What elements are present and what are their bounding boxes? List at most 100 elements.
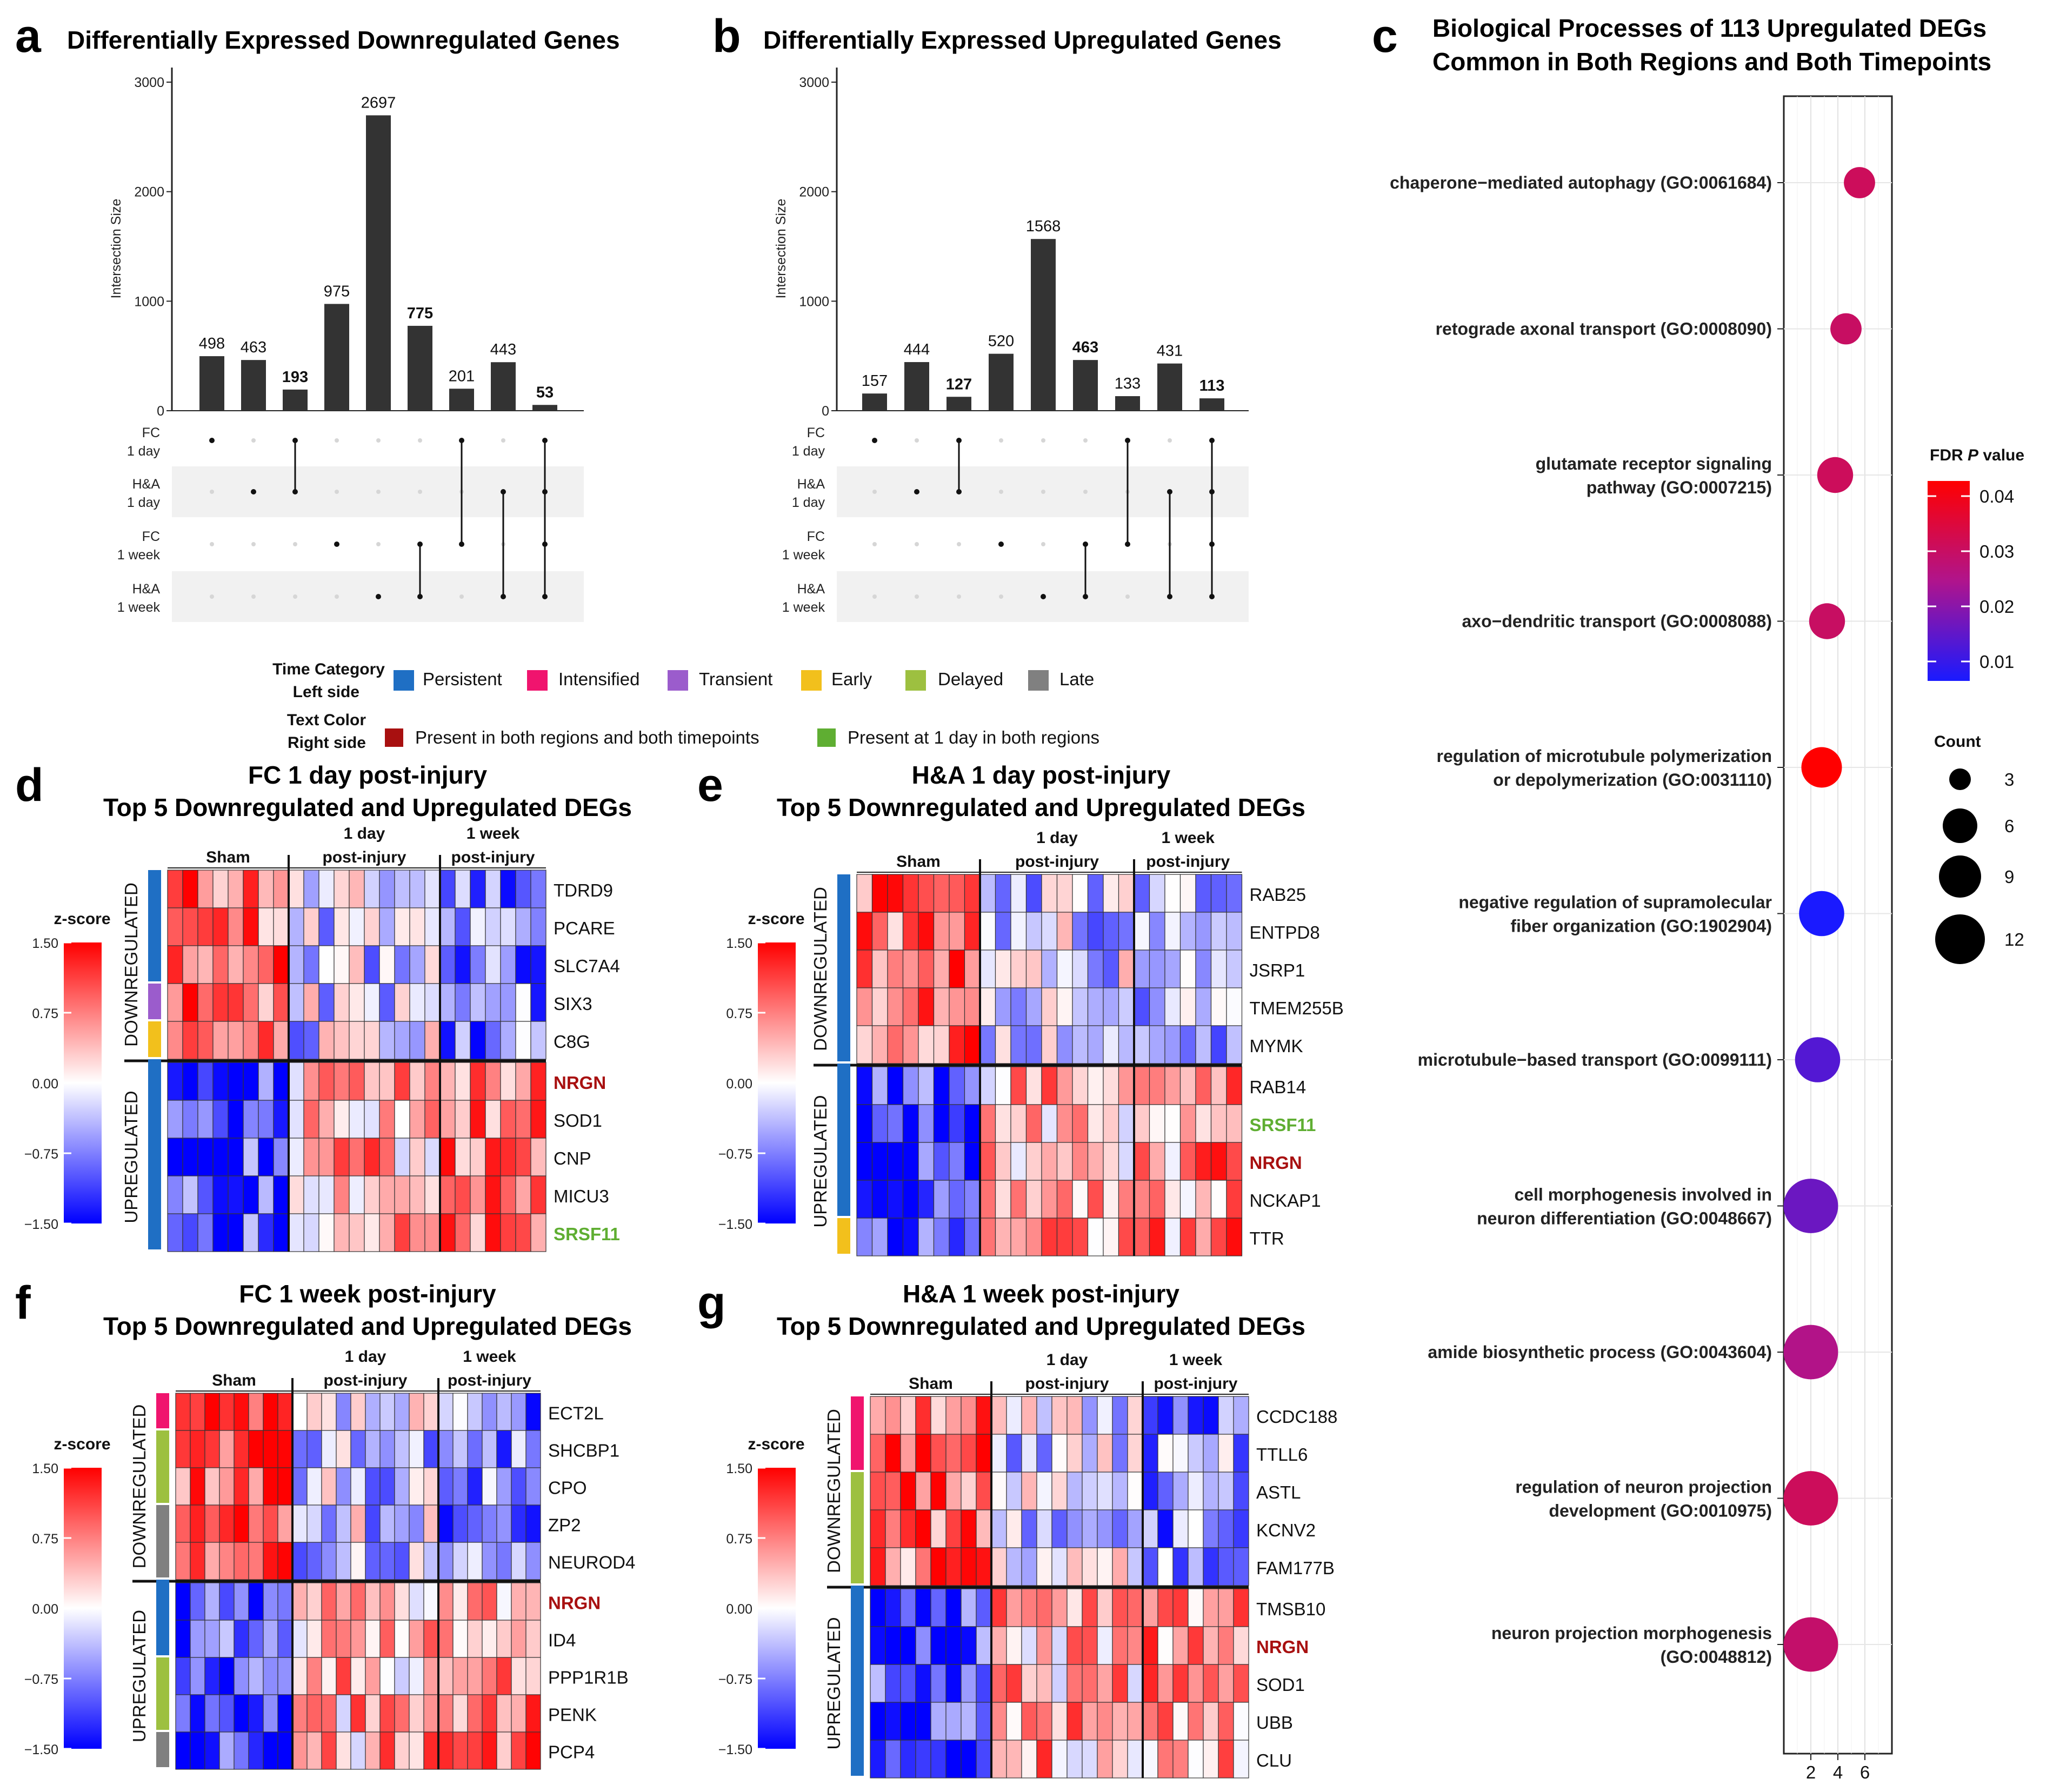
heatmap-cell [1067, 1509, 1083, 1548]
heatmap-cell [1218, 1740, 1234, 1778]
bar [491, 362, 516, 411]
heatmap-cell [525, 1467, 541, 1506]
heatmap-cell [949, 1025, 965, 1064]
heatmap-cell [292, 1694, 308, 1733]
zscore-tick: 1.50 [726, 1461, 752, 1476]
heatmap-cell [334, 1062, 350, 1101]
heatmap-cell [1226, 950, 1243, 988]
heatmap-cell [930, 1702, 946, 1741]
zscore-tick: −0.75 [24, 1147, 58, 1162]
heatmap-cell [288, 907, 304, 946]
heatmap-cell [964, 950, 981, 988]
time-category-bar [851, 1396, 864, 1470]
go-dot [1844, 167, 1875, 198]
heatmap-cell [976, 1664, 992, 1703]
matrix-dot [418, 438, 422, 443]
heatmap-cell [885, 1434, 901, 1473]
heatmap-cell [439, 945, 456, 984]
heatmap-cell [219, 1542, 235, 1580]
heatmap-cell [336, 1393, 351, 1431]
go-term-label: development (GO:0010975) [1549, 1501, 1772, 1521]
heatmap-cell [321, 1731, 337, 1770]
heatmap-cell [409, 1138, 425, 1176]
legend-text-red: Present in both regions and both timepoi… [415, 727, 759, 747]
matrix-dot [999, 594, 1003, 599]
heatmap-cell [1218, 1664, 1234, 1703]
heatmap-cell [1179, 950, 1196, 988]
heatmap-cell [258, 870, 274, 908]
heatmap-cell [1056, 874, 1073, 913]
heatmap-cell [263, 1393, 278, 1431]
zscore-tick: 0.75 [726, 1532, 752, 1547]
go-dot [1809, 603, 1845, 639]
heatmap-cell [379, 1505, 395, 1543]
heatmap-cell [991, 1509, 1007, 1548]
heatmap-cell [976, 1434, 992, 1473]
matrix-dot [334, 541, 339, 547]
time-category-bar [851, 1586, 864, 1776]
gene-label: SLC7A4 [554, 956, 620, 976]
heatmap-cell [470, 945, 486, 984]
heatmap-cell [915, 1509, 931, 1548]
heatmap-cell [1127, 1547, 1143, 1586]
heatmap-cell [885, 1509, 901, 1548]
heatmap-cell [1188, 1702, 1204, 1741]
heatmap-cell [995, 912, 1011, 951]
gene-label: NRGN [554, 1073, 606, 1093]
heatmap-cell [258, 1100, 274, 1139]
heatmap-cell [1172, 1626, 1189, 1665]
heatmap-cell [306, 1731, 322, 1770]
heatmap-cell [334, 983, 350, 1022]
heatmap-cell [1157, 1664, 1174, 1703]
heatmap-cell [182, 983, 198, 1022]
heatmap-cell [190, 1505, 205, 1543]
time-category-bar [156, 1430, 169, 1503]
heatmap-cell [871, 950, 888, 988]
bar-value-label: 498 [199, 335, 225, 352]
heatmap-cell [379, 1694, 395, 1733]
heatmap-cell [1087, 1066, 1104, 1105]
gene-label: ENTPD8 [1250, 922, 1320, 942]
heatmap-cell [1127, 1626, 1143, 1665]
time-category-bar [851, 1472, 864, 1583]
matrix-dot [335, 594, 339, 599]
heatmap-cell [394, 1467, 410, 1506]
heatmap-cell [976, 1396, 992, 1435]
heatmap-cell [525, 1694, 541, 1733]
heatmap-cell [1233, 1702, 1249, 1741]
heatmap-cell [1041, 1066, 1058, 1105]
heatmap-cell [228, 1213, 244, 1252]
legend-text-green: Present at 1 day in both regions [848, 727, 1099, 747]
heatmap-cell [1233, 1547, 1249, 1586]
heatmap-cell [197, 983, 214, 1022]
heatmap-cell [915, 1626, 931, 1665]
matrix-dot [1125, 594, 1130, 599]
heatmap-cell [1112, 1509, 1128, 1548]
heatmap-cell [1134, 1218, 1150, 1256]
heatmap-cell [1172, 1509, 1189, 1548]
heatmap-cell [394, 1213, 410, 1252]
heatmap-cell [902, 987, 919, 1026]
gene-label: MYMK [1250, 1036, 1303, 1056]
heatmap-cell [197, 870, 214, 908]
heatmap-cell [204, 1505, 220, 1543]
heatmap-cell [1164, 1142, 1181, 1181]
heatmap-cell [1195, 1066, 1212, 1105]
panel-a-title: Differentially Expressed Downregulated G… [67, 26, 620, 54]
heatmap-cell [248, 1582, 264, 1621]
gene-label: KCNV2 [1256, 1520, 1316, 1540]
set-label: FC [807, 425, 825, 440]
go-dot [1795, 1037, 1841, 1082]
heatmap-cell [228, 907, 244, 946]
heatmap-cell [979, 1104, 996, 1143]
heatmap-cell [318, 870, 335, 908]
heatmap-cell [1072, 1066, 1089, 1105]
heatmap-cell [1157, 1434, 1174, 1473]
heatmap-cell [511, 1542, 526, 1580]
heatmap-cell [1134, 987, 1150, 1026]
heatmap-cell [1067, 1588, 1083, 1627]
gene-label: CNP [554, 1148, 591, 1168]
heatmap-cell [167, 983, 183, 1022]
zscore-tick: 0.00 [32, 1602, 58, 1617]
heatmap-cell [1233, 1472, 1249, 1510]
